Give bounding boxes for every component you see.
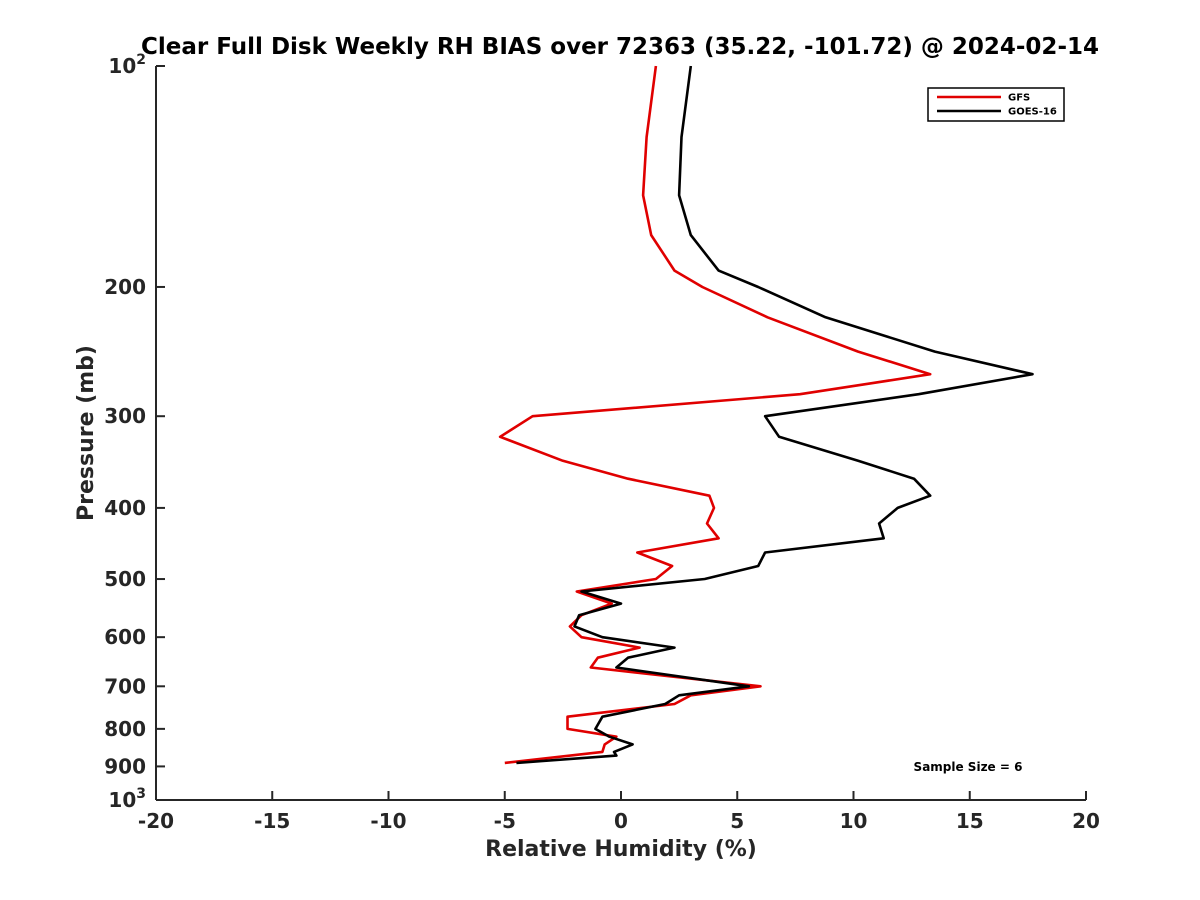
legend: GFS GOES-16: [927, 87, 1065, 122]
x-tick-label: -15: [254, 809, 290, 833]
y-tick-label: 103: [108, 786, 146, 812]
x-tick-label: 10: [840, 809, 868, 833]
chart-title: Clear Full Disk Weekly RH BIAS over 7236…: [141, 34, 1099, 60]
y-tick-label: 600: [104, 625, 146, 649]
legend-label: GOES-16: [1008, 107, 1057, 118]
legend-label: GFS: [1008, 93, 1030, 104]
x-tick-label: 20: [1072, 809, 1100, 833]
annotations: Sample Size = 6: [914, 760, 1023, 774]
x-tick-label: 15: [956, 809, 984, 833]
y-tick-label: 200: [104, 275, 146, 299]
series-layer: [498, 65, 1034, 765]
y-tick-label: 102: [108, 52, 146, 78]
legend-box: [927, 87, 1065, 122]
y-axis-label: Pressure (mb): [74, 345, 99, 521]
series-line-goes-16: [516, 65, 1034, 765]
sample-size-annotation: Sample Size = 6: [914, 760, 1023, 774]
y-tick-label: 400: [104, 496, 146, 520]
x-tick-label: -10: [370, 809, 406, 833]
x-tick-label: -20: [138, 809, 174, 833]
x-tick-label: 0: [614, 809, 628, 833]
y-tick-label: 700: [104, 674, 146, 698]
x-tick-label: 5: [730, 809, 744, 833]
y-tick-label: 500: [104, 567, 146, 591]
series-line-gfs: [498, 65, 932, 765]
y-tick-label: 300: [104, 404, 146, 428]
axes-layer: -20 -15 -10 -5 0 5 10 15 20 102 200 300 400 500 600 700…: [104, 52, 1100, 833]
x-tick-label: -5: [494, 809, 516, 833]
y-tick-label: 800: [104, 717, 146, 741]
y-tick-label: 900: [104, 754, 146, 778]
x-axis-label: Relative Humidity (%): [485, 837, 757, 862]
